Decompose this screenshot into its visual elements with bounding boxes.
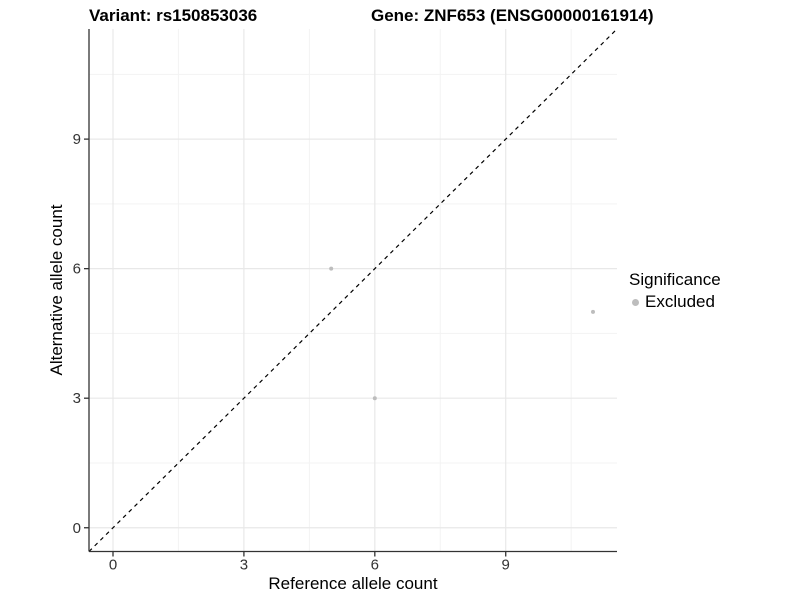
legend-title: Significance [629,270,721,289]
y-tick-label: 3 [73,390,81,407]
x-tick-label: 3 [240,557,248,574]
data-point [591,309,595,314]
identity-line [88,28,618,552]
legend-entry-excluded: Excluded [629,292,721,312]
x-tick-label: 6 [371,557,379,574]
x-tick-label: 0 [109,557,117,574]
x-tick-label: 9 [502,557,510,574]
data-point [372,396,377,401]
chart-title-variant: Variant: rs150853036 [89,6,258,25]
legend: Significance Excluded [629,270,721,312]
legend-entry-label: Excluded [645,292,715,311]
excluded-point-icon [632,298,639,306]
y-tick-label: 9 [73,131,81,148]
y-tick-label: 6 [73,261,81,278]
x-axis-title: Reference allele count [268,574,438,593]
data-point [329,266,334,271]
y-tick-label: 0 [73,520,81,537]
chart-title-gene: Gene: ZNF653 (ENSG00000161914) [371,6,654,25]
y-axis-title: Alternative allele count [47,204,66,376]
